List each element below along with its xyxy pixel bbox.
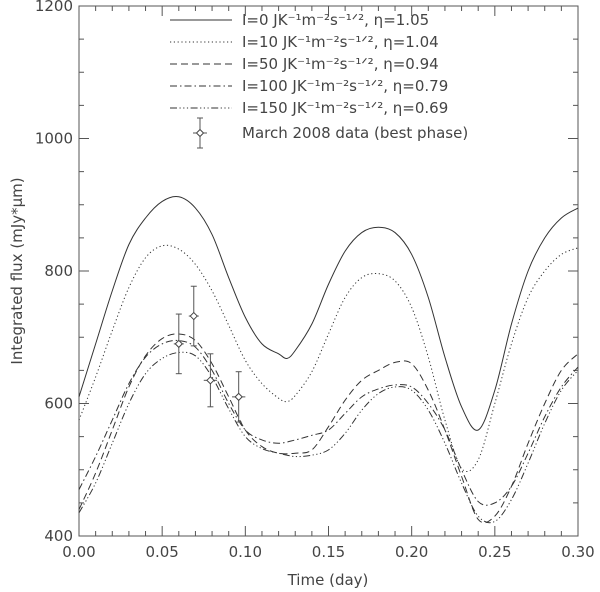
series-line-1 — [78, 196, 579, 431]
series-lines — [78, 196, 579, 524]
legend-label: I=0 JK⁻¹m⁻²s⁻¹ᐟ², η=1.05 — [242, 11, 429, 29]
data-point — [203, 353, 218, 408]
x-tick-label: 0.15 — [312, 543, 345, 561]
x-tick-label: 0.05 — [145, 543, 178, 561]
axis-ticks: 0.00 0.05 0.10 0.15 0.20 0.25 0.30 400 600 800 100… — [35, 0, 595, 561]
data-points — [173, 285, 246, 423]
legend: I=0 JK⁻¹m⁻²s⁻¹ᐟ², η=1.05 I=10 JK⁻¹m⁻²s⁻¹ᐟ… — [170, 11, 468, 149]
x-tick-label: 0.20 — [395, 543, 428, 561]
x-tick-label: 0.00 — [62, 543, 95, 561]
data-point — [232, 371, 246, 423]
series-line-2 — [78, 244, 579, 472]
legend-marker — [193, 117, 207, 149]
legend-label: I=150 JK⁻¹m⁻²s⁻¹ᐟ², η=0.69 — [242, 99, 448, 117]
x-tick-label: 0.25 — [478, 543, 511, 561]
data-point — [188, 285, 199, 347]
y-axis-title: Integrated flux (mJy*μm) — [8, 177, 26, 364]
legend-label: March 2008 data (best phase) — [242, 124, 468, 142]
series-line-3 — [78, 333, 579, 524]
legend-label: I=50 JK⁻¹m⁻²s⁻¹ᐟ², η=0.94 — [242, 55, 439, 73]
legend-label: I=100 JK⁻¹m⁻²s⁻¹ᐟ², η=0.79 — [242, 77, 448, 95]
x-tick-label: 0.10 — [229, 543, 262, 561]
y-tick-label: 1200 — [35, 0, 73, 15]
x-axis-title: Time (day) — [287, 571, 369, 589]
y-tick-label: 800 — [44, 262, 73, 280]
y-tick-label: 1000 — [35, 130, 73, 148]
legend-label: I=10 JK⁻¹m⁻²s⁻¹ᐟ², η=1.04 — [242, 33, 439, 51]
series-line-4 — [78, 339, 579, 506]
series-line-5 — [78, 351, 579, 524]
x-tick-label: 0.30 — [561, 543, 594, 561]
y-tick-label: 400 — [44, 527, 73, 545]
data-point — [173, 313, 184, 375]
y-tick-label: 600 — [44, 395, 73, 413]
